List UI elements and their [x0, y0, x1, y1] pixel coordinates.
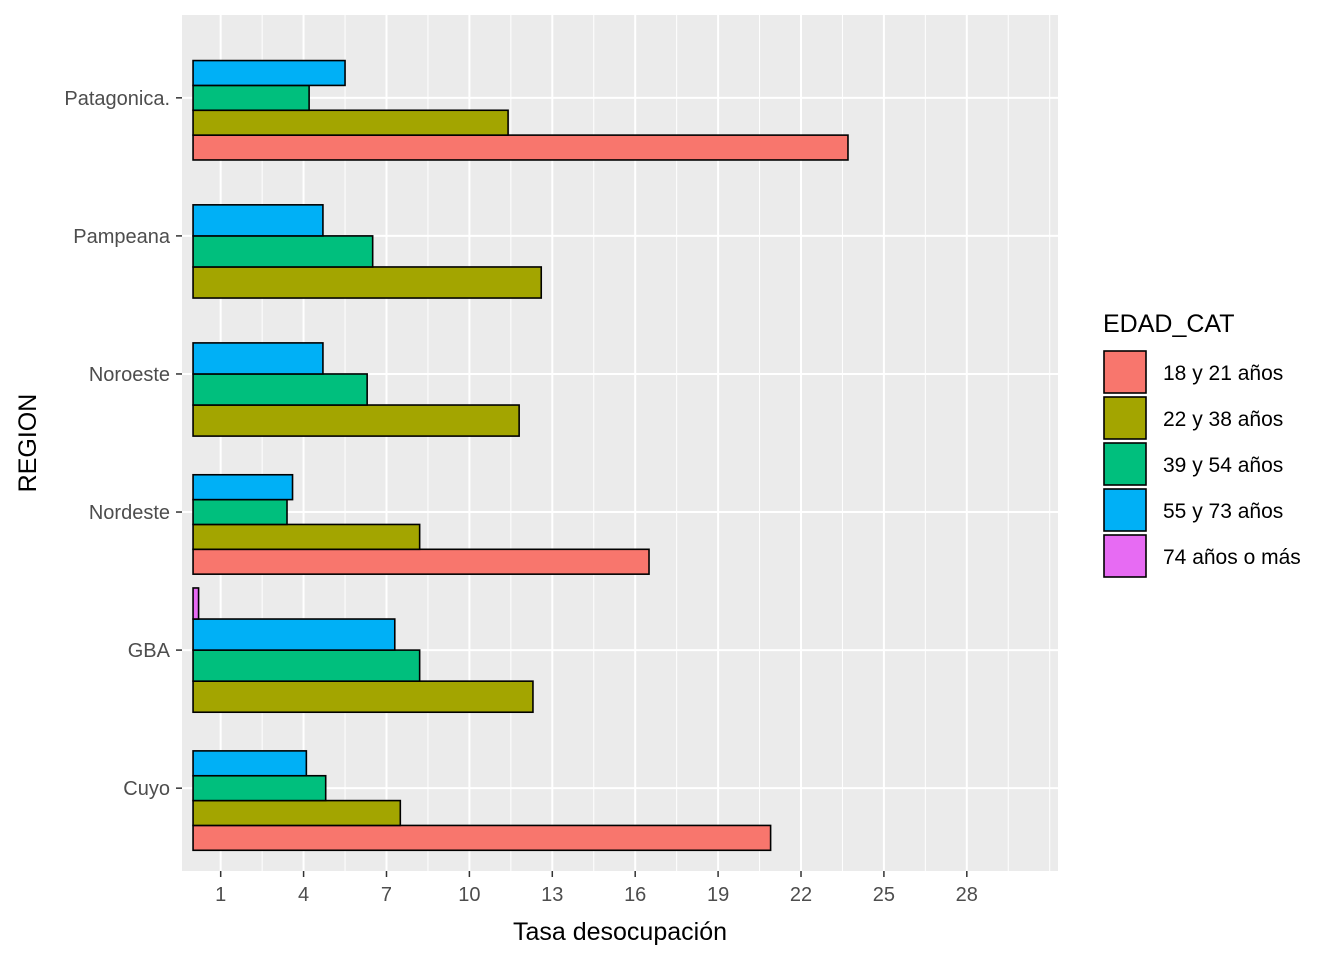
legend-label: 55 y 73 años — [1163, 500, 1283, 523]
x-tick-label: 10 — [458, 884, 480, 906]
bar — [192, 109, 509, 136]
bar — [192, 548, 650, 575]
bar — [192, 404, 520, 437]
bar — [192, 618, 396, 651]
bar — [192, 824, 772, 852]
y-tick-label: Cuyo — [123, 778, 170, 800]
legend-swatch — [1103, 350, 1147, 394]
bar — [192, 523, 421, 551]
legend-swatch — [1103, 442, 1147, 486]
x-tick-label: 16 — [624, 884, 646, 906]
bar — [192, 59, 346, 87]
x-tick-label: 13 — [541, 884, 563, 906]
y-axis: Cuyo GBA Nordeste Noroeste Pampeana Patagonic… — [64, 88, 182, 800]
legend-label: 18 y 21 años — [1163, 362, 1283, 385]
bar — [192, 680, 534, 714]
x-axis-title: Tasa desocupación — [513, 918, 727, 946]
bar — [192, 266, 543, 299]
bar — [192, 799, 402, 827]
legend-swatch — [1103, 488, 1147, 532]
bar — [192, 649, 421, 682]
x-tick-label: 4 — [298, 884, 309, 906]
legend-label: 74 años o más — [1163, 546, 1301, 569]
x-tick-label: 28 — [956, 884, 978, 906]
x-tick-label: 1 — [215, 884, 226, 906]
x-tick-label: 7 — [381, 884, 392, 906]
bars — [192, 59, 849, 852]
legend: EDAD_CAT 18 y 21 años 22 y 38 años 39 y 54… — [1103, 310, 1301, 578]
x-tick-label: 25 — [873, 884, 895, 906]
bar — [192, 134, 849, 161]
y-tick-label: GBA — [128, 640, 171, 662]
legend-label: 39 y 54 años — [1163, 454, 1283, 477]
legend-title: EDAD_CAT — [1103, 310, 1235, 338]
bar — [192, 204, 324, 237]
legend-label: 22 y 38 años — [1163, 408, 1283, 431]
bar — [192, 498, 288, 526]
y-axis-title: REGION — [14, 394, 42, 493]
y-tick-label: Pampeana — [73, 226, 171, 248]
bar — [192, 587, 200, 620]
bar — [192, 750, 308, 777]
legend-swatch — [1103, 396, 1147, 440]
bar — [192, 373, 368, 406]
y-tick-label: Noroeste — [89, 364, 170, 386]
x-tick-label: 19 — [707, 884, 729, 906]
y-tick-label: Nordeste — [89, 502, 170, 524]
bar — [192, 473, 294, 501]
bar — [192, 235, 374, 268]
y-tick-label: Patagonica. — [64, 88, 170, 110]
bar — [192, 84, 310, 112]
bar — [192, 342, 324, 375]
legend-swatch — [1103, 534, 1147, 578]
x-axis: 1 4 7 10 13 16 19 22 25 28 — [215, 871, 978, 906]
bar — [192, 774, 327, 802]
x-tick-label: 22 — [790, 884, 812, 906]
